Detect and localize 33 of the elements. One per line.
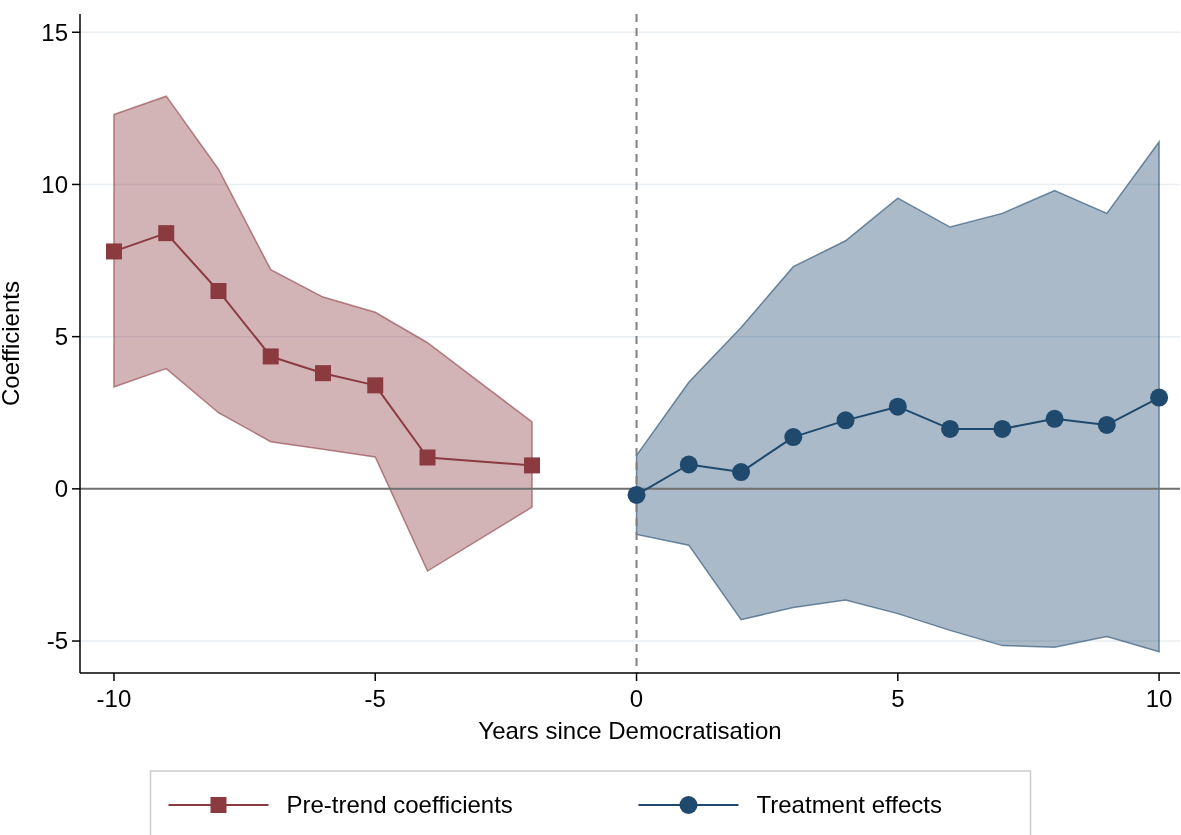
point	[524, 457, 541, 474]
y-tick-label: 5	[54, 323, 68, 351]
point	[367, 377, 384, 394]
point	[784, 428, 803, 447]
point	[1097, 415, 1116, 434]
x-tick-label: 5	[891, 685, 905, 712]
point	[158, 225, 175, 242]
point	[105, 243, 122, 260]
x-tick-label: -10	[96, 685, 132, 712]
point	[1150, 388, 1169, 407]
point	[993, 419, 1012, 438]
point	[419, 449, 436, 466]
y-tick-label: -5	[46, 627, 68, 655]
point	[888, 397, 907, 416]
point	[314, 365, 331, 382]
y-axis-title: Coefficients	[0, 281, 25, 406]
point	[679, 455, 698, 474]
y-tick-label: 15	[41, 18, 68, 46]
point	[836, 411, 855, 430]
legend-label: Pre-trend coefficients	[286, 791, 513, 819]
x-axis-title: Years since Democratisation	[478, 717, 782, 744]
y-tick-label: 10	[41, 170, 68, 198]
point	[627, 485, 646, 504]
x-tick-label: 10	[1145, 685, 1173, 712]
point	[732, 463, 751, 482]
point	[262, 348, 279, 365]
point	[1045, 409, 1064, 428]
y-tick-label: 0	[54, 475, 68, 503]
x-tick-label: 0	[629, 685, 644, 712]
point	[210, 282, 227, 299]
x-tick-label: -5	[364, 685, 386, 712]
legend-label: Treatment effects	[756, 791, 942, 819]
point	[941, 419, 960, 438]
